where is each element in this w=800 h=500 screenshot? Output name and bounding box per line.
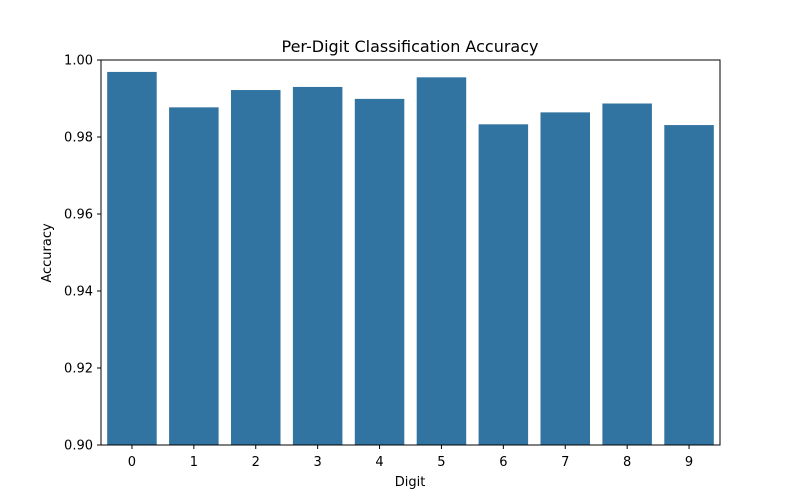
x-tick-label: 8 — [623, 455, 631, 470]
y-tick-label: 0.90 — [64, 439, 93, 454]
bars-layer — [107, 71, 714, 446]
y-tick-label: 0.92 — [64, 362, 93, 377]
y-axis: 0.90 0.92 0.94 0.96 0.98 1.00 — [64, 54, 101, 454]
bar-digit-5 — [416, 77, 467, 445]
bar-digit-8 — [602, 103, 652, 445]
y-tick-label: 0.96 — [64, 208, 93, 223]
y-tick-label: 0.94 — [64, 285, 93, 300]
chart-title: Per-Digit Classification Accuracy — [282, 37, 539, 56]
bar-digit-7 — [540, 112, 591, 446]
x-tick-label: 0 — [128, 455, 136, 470]
bar-digit-6 — [478, 124, 529, 446]
bar-digit-3 — [292, 86, 343, 445]
bar-digit-4 — [354, 98, 405, 445]
plot-frame — [100, 59, 721, 446]
x-tick-label: 9 — [685, 455, 693, 470]
x-tick-label: 3 — [314, 455, 322, 470]
x-tick-label: 5 — [437, 455, 445, 470]
y-tick-label: 1.00 — [64, 54, 93, 69]
x-axis: 0 1 2 3 4 5 6 7 8 9 — [128, 445, 693, 470]
x-axis-label: Digit — [395, 475, 426, 490]
bar-digit-2 — [230, 90, 281, 445]
y-tick-label: 0.98 — [64, 131, 93, 146]
bar-digit-1 — [169, 107, 219, 445]
x-tick-label: 4 — [375, 455, 383, 470]
bar-digit-9 — [664, 125, 714, 445]
y-axis-label: Accuracy — [40, 223, 55, 283]
x-tick-label: 1 — [190, 455, 198, 470]
x-tick-label: 6 — [499, 455, 507, 470]
x-tick-label: 2 — [252, 455, 260, 470]
bar-digit-0 — [107, 71, 157, 446]
x-tick-label: 7 — [561, 455, 569, 470]
